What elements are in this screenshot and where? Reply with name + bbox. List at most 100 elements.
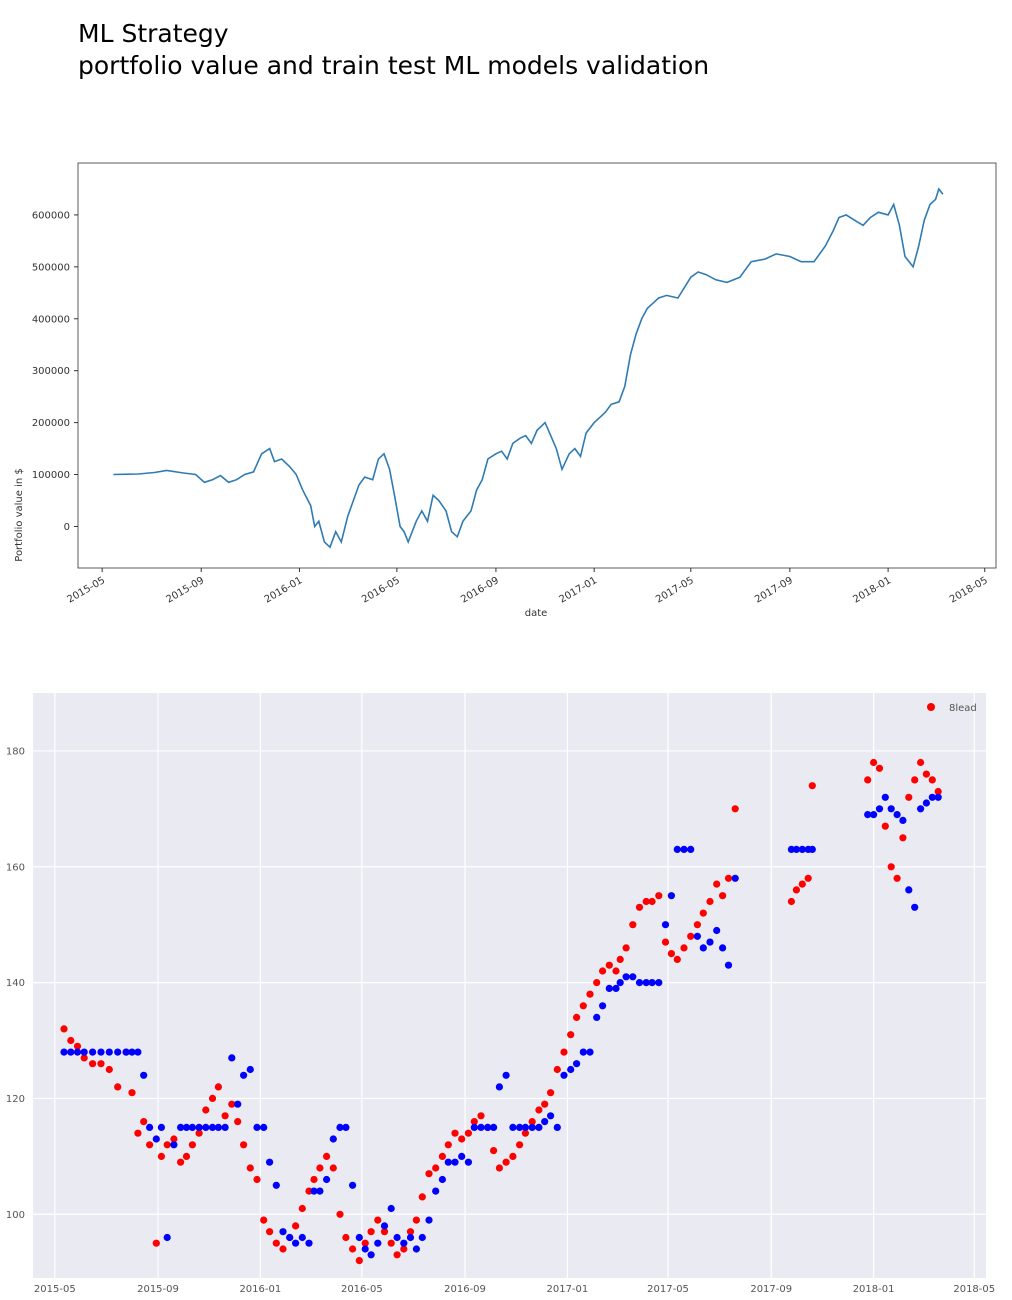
point-8lead: [438, 1152, 446, 1160]
point-blue-series: [260, 1123, 268, 1131]
point-8lead: [412, 1216, 420, 1224]
point-blue-series: [495, 1083, 503, 1091]
point-8lead: [521, 1129, 530, 1137]
point-blue-series: [361, 1245, 369, 1253]
point-8lead: [541, 1100, 549, 1108]
point-blue-series: [521, 1123, 530, 1131]
point-blue-series: [560, 1071, 568, 1079]
point-blue-series: [573, 1060, 581, 1068]
point-8lead: [406, 1228, 415, 1236]
point-blue-series: [140, 1071, 148, 1079]
point-blue-series: [310, 1187, 318, 1195]
point-8lead: [73, 1042, 82, 1050]
point-blue-series: [316, 1187, 324, 1195]
point-8lead: [128, 1089, 136, 1097]
point-blue-series: [605, 984, 613, 992]
point-blue-series: [73, 1048, 82, 1056]
point-8lead: [667, 950, 676, 958]
point-8lead: [502, 1158, 510, 1166]
point-blue-series: [134, 1048, 142, 1056]
point-blue-series: [146, 1123, 154, 1131]
x-tick-label: 2017-05: [654, 575, 696, 605]
point-blue-series: [393, 1233, 401, 1242]
point-blue-series: [246, 1065, 254, 1074]
point-8lead: [246, 1164, 254, 1172]
point-8lead: [170, 1135, 178, 1143]
x-tick-label: 2018-05: [953, 1284, 995, 1295]
point-8lead: [893, 874, 901, 882]
point-8lead: [612, 967, 620, 975]
point-blue-series: [706, 938, 714, 946]
point-8lead: [367, 1228, 375, 1236]
point-8lead: [425, 1170, 433, 1178]
point-blue-series: [667, 892, 676, 900]
point-8lead: [349, 1245, 357, 1253]
point-8lead: [605, 961, 613, 969]
point-8lead: [560, 1048, 568, 1056]
point-8lead: [599, 967, 607, 975]
x-tick-label: 2017-01: [546, 1284, 588, 1295]
point-blue-series: [163, 1233, 171, 1242]
point-8lead: [495, 1164, 503, 1172]
point-8lead: [699, 909, 707, 917]
legend-marker-8lead: [927, 703, 935, 711]
point-8lead: [881, 822, 889, 830]
point-8lead: [157, 1152, 165, 1160]
y-tick-label: 100000: [32, 470, 70, 481]
point-8lead: [490, 1147, 498, 1155]
point-8lead: [221, 1112, 229, 1120]
point-blue-series: [687, 845, 695, 853]
point-blue-series: [400, 1239, 408, 1247]
point-blue-series: [182, 1123, 191, 1131]
point-8lead: [374, 1216, 382, 1224]
point-blue-series: [177, 1123, 185, 1131]
y-tick-label: 500000: [32, 262, 70, 273]
x-tick-label: 2015-09: [165, 575, 207, 605]
x-tick-label: 2018-05: [948, 575, 990, 605]
point-8lead: [804, 874, 812, 882]
y-tick-label: 160: [6, 862, 25, 873]
point-blue-series: [934, 793, 942, 801]
point-8lead: [272, 1239, 280, 1247]
point-blue-series: [458, 1152, 466, 1160]
point-8lead: [706, 897, 714, 906]
point-blue-series: [579, 1048, 587, 1056]
point-8lead: [202, 1106, 210, 1114]
point-8lead: [875, 764, 884, 772]
point-blue-series: [374, 1239, 382, 1247]
point-8lead: [195, 1129, 203, 1137]
point-blue-series: [438, 1175, 446, 1184]
point-8lead: [336, 1210, 344, 1218]
point-8lead: [680, 944, 688, 952]
point-8lead: [228, 1100, 236, 1108]
point-8lead: [547, 1089, 555, 1097]
point-blue-series: [80, 1048, 88, 1056]
point-8lead: [152, 1239, 160, 1247]
point-blue-series: [298, 1233, 306, 1242]
point-8lead: [642, 897, 650, 906]
point-8lead: [655, 892, 663, 900]
point-blue-series: [208, 1123, 217, 1131]
x-tick-label: 2015-05: [34, 1284, 76, 1295]
point-8lead: [887, 863, 895, 871]
x-tick-label: 2017-01: [557, 575, 599, 605]
point-blue-series: [502, 1071, 510, 1079]
point-8lead: [418, 1193, 426, 1201]
point-8lead: [114, 1083, 122, 1091]
point-blue-series: [917, 805, 925, 813]
point-blue-series: [719, 944, 727, 952]
x-tick-label: 2015-09: [137, 1284, 179, 1295]
point-blue-series: [798, 845, 806, 853]
point-blue-series: [899, 816, 907, 824]
x-tick-label: 2017-05: [647, 1284, 689, 1295]
point-8lead: [808, 782, 816, 790]
y-tick-label: 120: [6, 1094, 25, 1105]
point-8lead: [89, 1060, 97, 1068]
point-blue-series: [418, 1233, 426, 1242]
point-8lead: [298, 1204, 306, 1213]
figure-subtitle: portfolio value and train test ML models…: [78, 51, 710, 80]
point-blue-series: [195, 1123, 203, 1131]
point-blue-series: [279, 1228, 287, 1236]
point-8lead: [905, 793, 913, 801]
